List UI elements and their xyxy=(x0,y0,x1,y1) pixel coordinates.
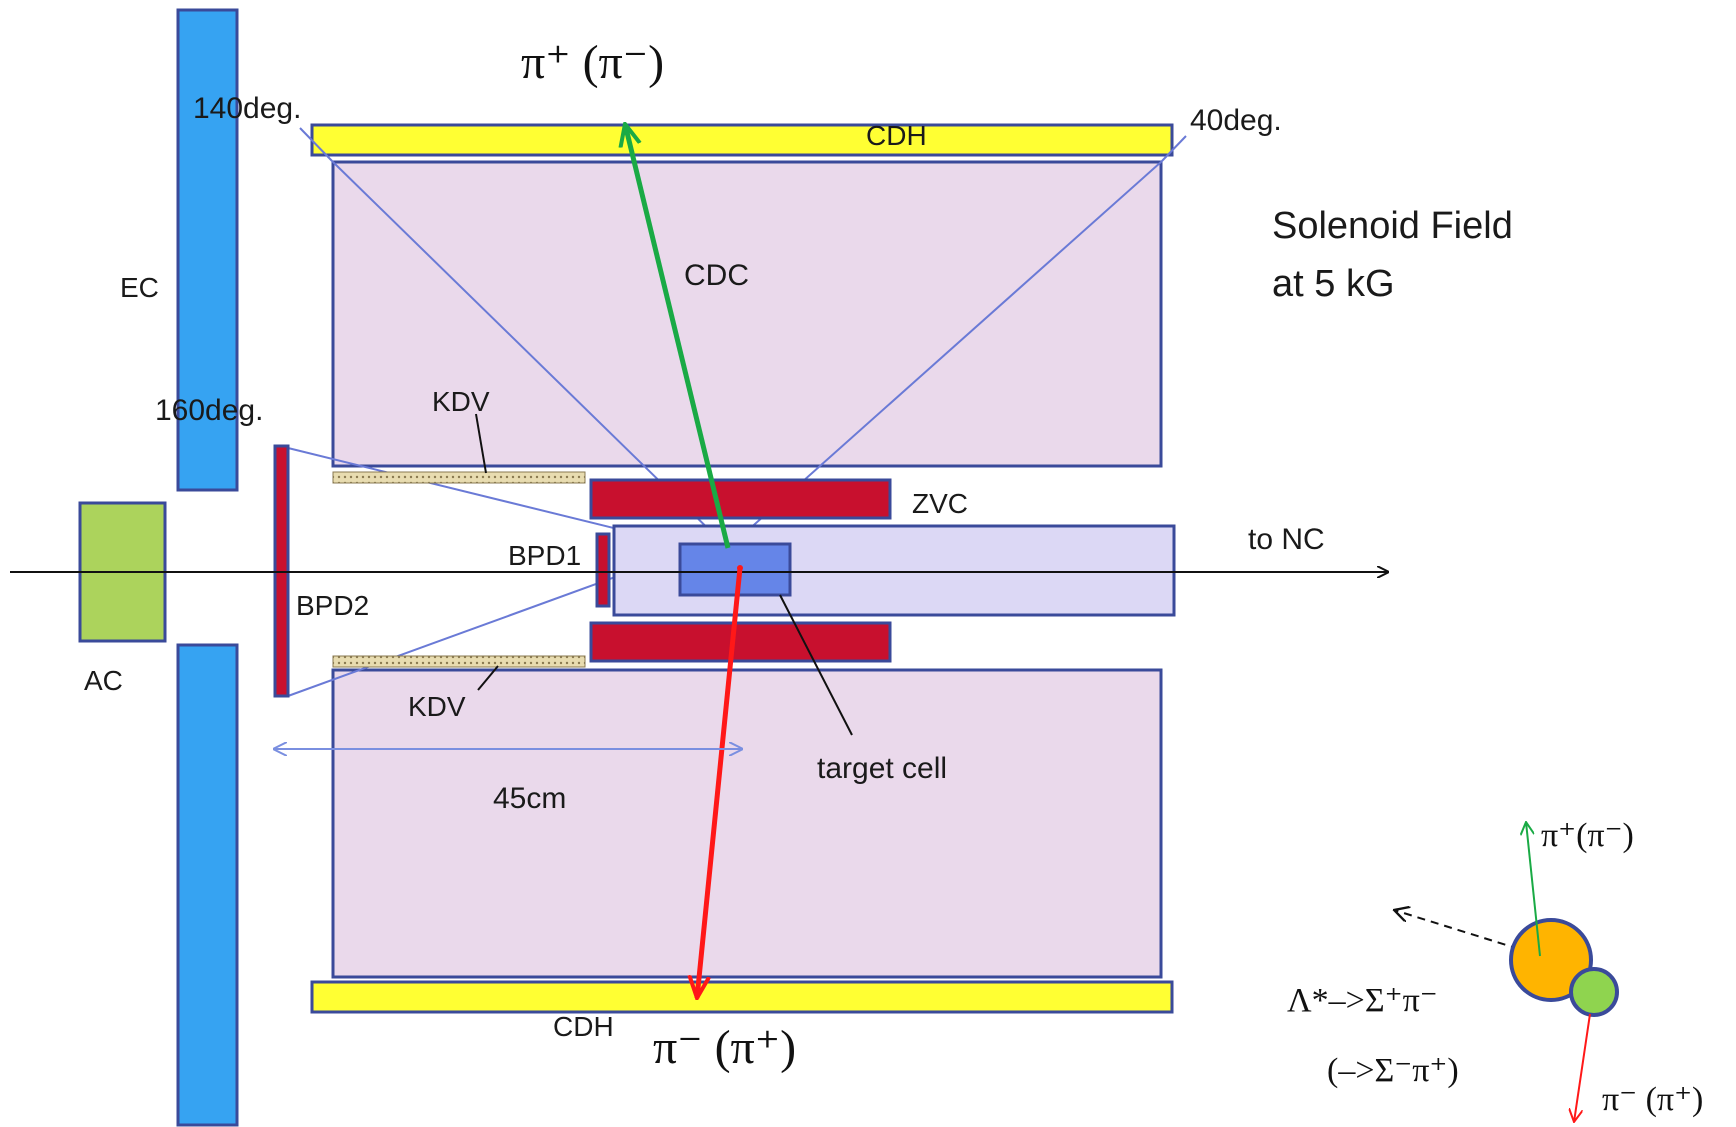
pi-minus-track xyxy=(697,567,743,998)
ec-label: EC xyxy=(120,272,159,303)
deg40-label: 40deg. xyxy=(1190,104,1282,137)
kdv-lower-pointer xyxy=(477,665,499,691)
inset-decay-line2: (–>Σ⁻π⁺) xyxy=(1327,1052,1459,1089)
kdv-upper-strip xyxy=(332,471,586,484)
acceptance-line-40deg-ext xyxy=(1160,135,1187,163)
kdv-upper-label: KDV xyxy=(432,386,490,417)
target-cell-label: target cell xyxy=(817,752,947,785)
field-label-line1: Solenoid Field xyxy=(1272,205,1513,247)
kdv-lower-strip xyxy=(332,655,586,668)
cdc-label: CDC xyxy=(684,259,749,292)
bpd1-label: BPD1 xyxy=(508,540,581,571)
to-nc-label: to NC xyxy=(1248,523,1325,556)
bpd1-counter xyxy=(595,532,611,608)
target-cell-pointer xyxy=(779,594,853,736)
vertex-point xyxy=(737,565,743,571)
deg160-label: 160deg. xyxy=(155,394,263,427)
ec-upper-bar xyxy=(176,8,239,492)
ec-lower-bar xyxy=(176,643,239,1127)
inset-decay-line1: Λ*–>Σ⁺π⁻ xyxy=(1287,982,1438,1019)
length-label: 45cm xyxy=(493,782,566,815)
cdh-top-label: CDH xyxy=(866,120,927,151)
acceptance-line-140deg-ext xyxy=(299,127,334,163)
zvc-upper-bar xyxy=(589,478,892,520)
cdh-bottom-label: CDH xyxy=(553,1011,614,1042)
inset-pi-plus-label: π⁺(π⁻) xyxy=(1541,817,1634,854)
decay-inset: π⁺(π⁻) π⁻ (π⁺) Λ*–>Σ⁺π⁻ (–>Σ⁻π⁺) xyxy=(1287,817,1703,1122)
zvc-lower-bar xyxy=(589,621,892,663)
inset-pi-minus-label: π⁻ (π⁺) xyxy=(1602,1081,1703,1118)
cdh-bottom-bar xyxy=(310,980,1174,1014)
inset-pi-minus-arrow xyxy=(1574,1013,1591,1122)
kdv-upper-pointer xyxy=(475,413,487,474)
inset-dashed-arrow xyxy=(1394,910,1533,954)
pi-plus-track xyxy=(625,124,731,549)
bottom-pion-label: π⁻ (π⁺) xyxy=(653,1021,796,1074)
inset-sigma-circle xyxy=(1569,967,1619,1017)
top-pion-label: π⁺ (π⁻) xyxy=(521,36,664,89)
zvc-label: ZVC xyxy=(912,488,968,519)
deg140-label: 140deg. xyxy=(193,92,301,125)
field-label-line2: at 5 kG xyxy=(1272,263,1395,305)
kdv-lower-label: KDV xyxy=(408,691,466,722)
cdc-lower-volume xyxy=(331,668,1163,979)
cdh-top-bar xyxy=(310,123,1174,157)
inset-pi-plus-arrow xyxy=(1526,822,1541,957)
bpd2-label: BPD2 xyxy=(296,590,369,621)
target-cell xyxy=(678,542,792,597)
inset-lambda-circle xyxy=(1509,918,1593,1002)
cdc-upper-volume xyxy=(331,160,1163,468)
ac-label: AC xyxy=(84,665,123,696)
